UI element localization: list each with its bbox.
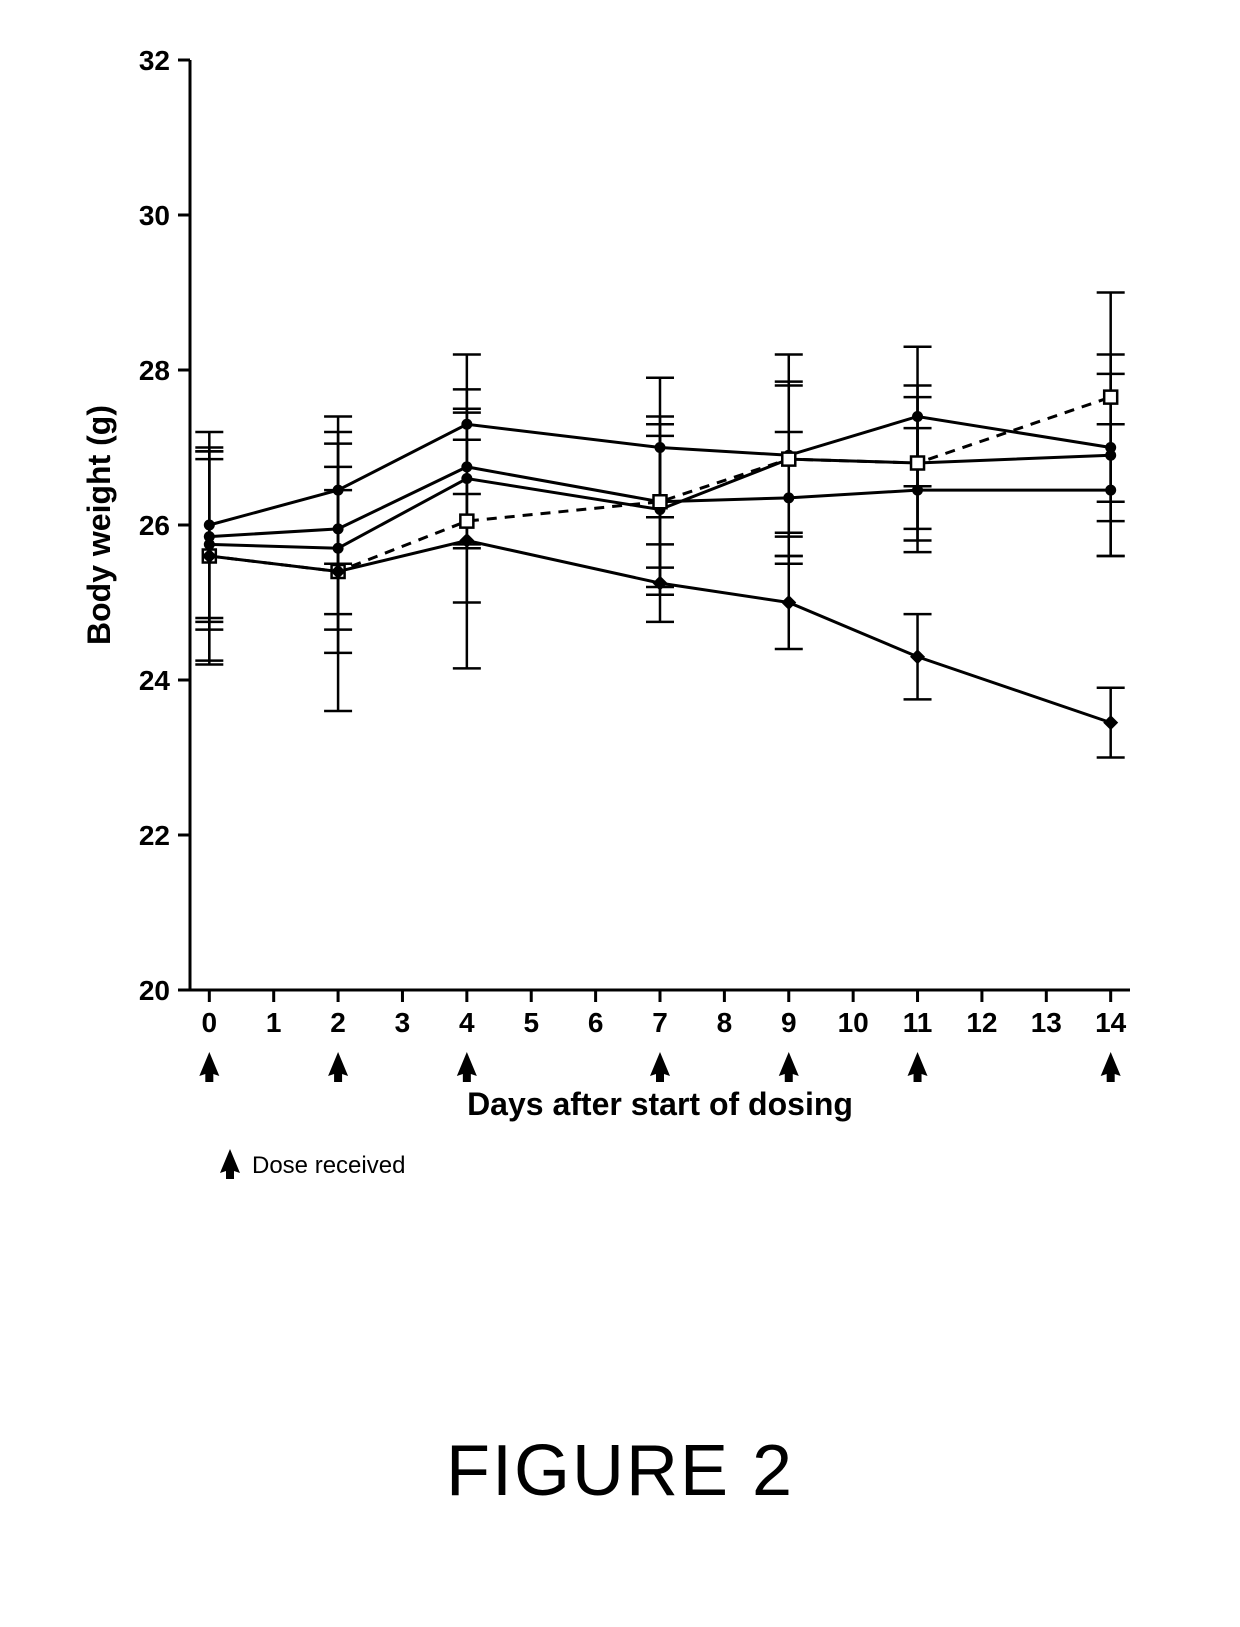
svg-text:30: 30	[139, 200, 170, 231]
svg-text:0: 0	[202, 1007, 218, 1038]
svg-text:14: 14	[1095, 1007, 1127, 1038]
body-weight-chart: 2022242628303201234567891011121314Body w…	[60, 40, 1180, 1260]
svg-text:32: 32	[139, 45, 170, 76]
svg-text:8: 8	[717, 1007, 733, 1038]
svg-text:Dose received: Dose received	[252, 1152, 405, 1179]
svg-text:26: 26	[139, 510, 170, 541]
svg-text:Body weight (g): Body weight (g)	[81, 405, 117, 645]
svg-text:7: 7	[652, 1007, 668, 1038]
page-root: 2022242628303201234567891011121314Body w…	[0, 0, 1240, 1627]
chart-container: 2022242628303201234567891011121314Body w…	[60, 40, 1180, 1265]
svg-text:12: 12	[966, 1007, 997, 1038]
svg-text:24: 24	[139, 665, 171, 696]
svg-text:3: 3	[395, 1007, 411, 1038]
svg-text:1: 1	[266, 1007, 282, 1038]
svg-text:2: 2	[330, 1007, 346, 1038]
svg-text:4: 4	[459, 1007, 475, 1038]
svg-text:11: 11	[903, 1007, 933, 1038]
svg-text:13: 13	[1031, 1007, 1062, 1038]
svg-text:Days after start of dosing: Days after start of dosing	[467, 1086, 853, 1122]
svg-text:10: 10	[838, 1007, 869, 1038]
figure-caption: FIGURE 2	[0, 1430, 1240, 1512]
svg-text:28: 28	[139, 355, 170, 386]
svg-text:6: 6	[588, 1007, 604, 1038]
svg-text:5: 5	[523, 1007, 539, 1038]
svg-text:20: 20	[139, 975, 170, 1006]
svg-text:9: 9	[781, 1007, 797, 1038]
svg-text:22: 22	[139, 820, 170, 851]
